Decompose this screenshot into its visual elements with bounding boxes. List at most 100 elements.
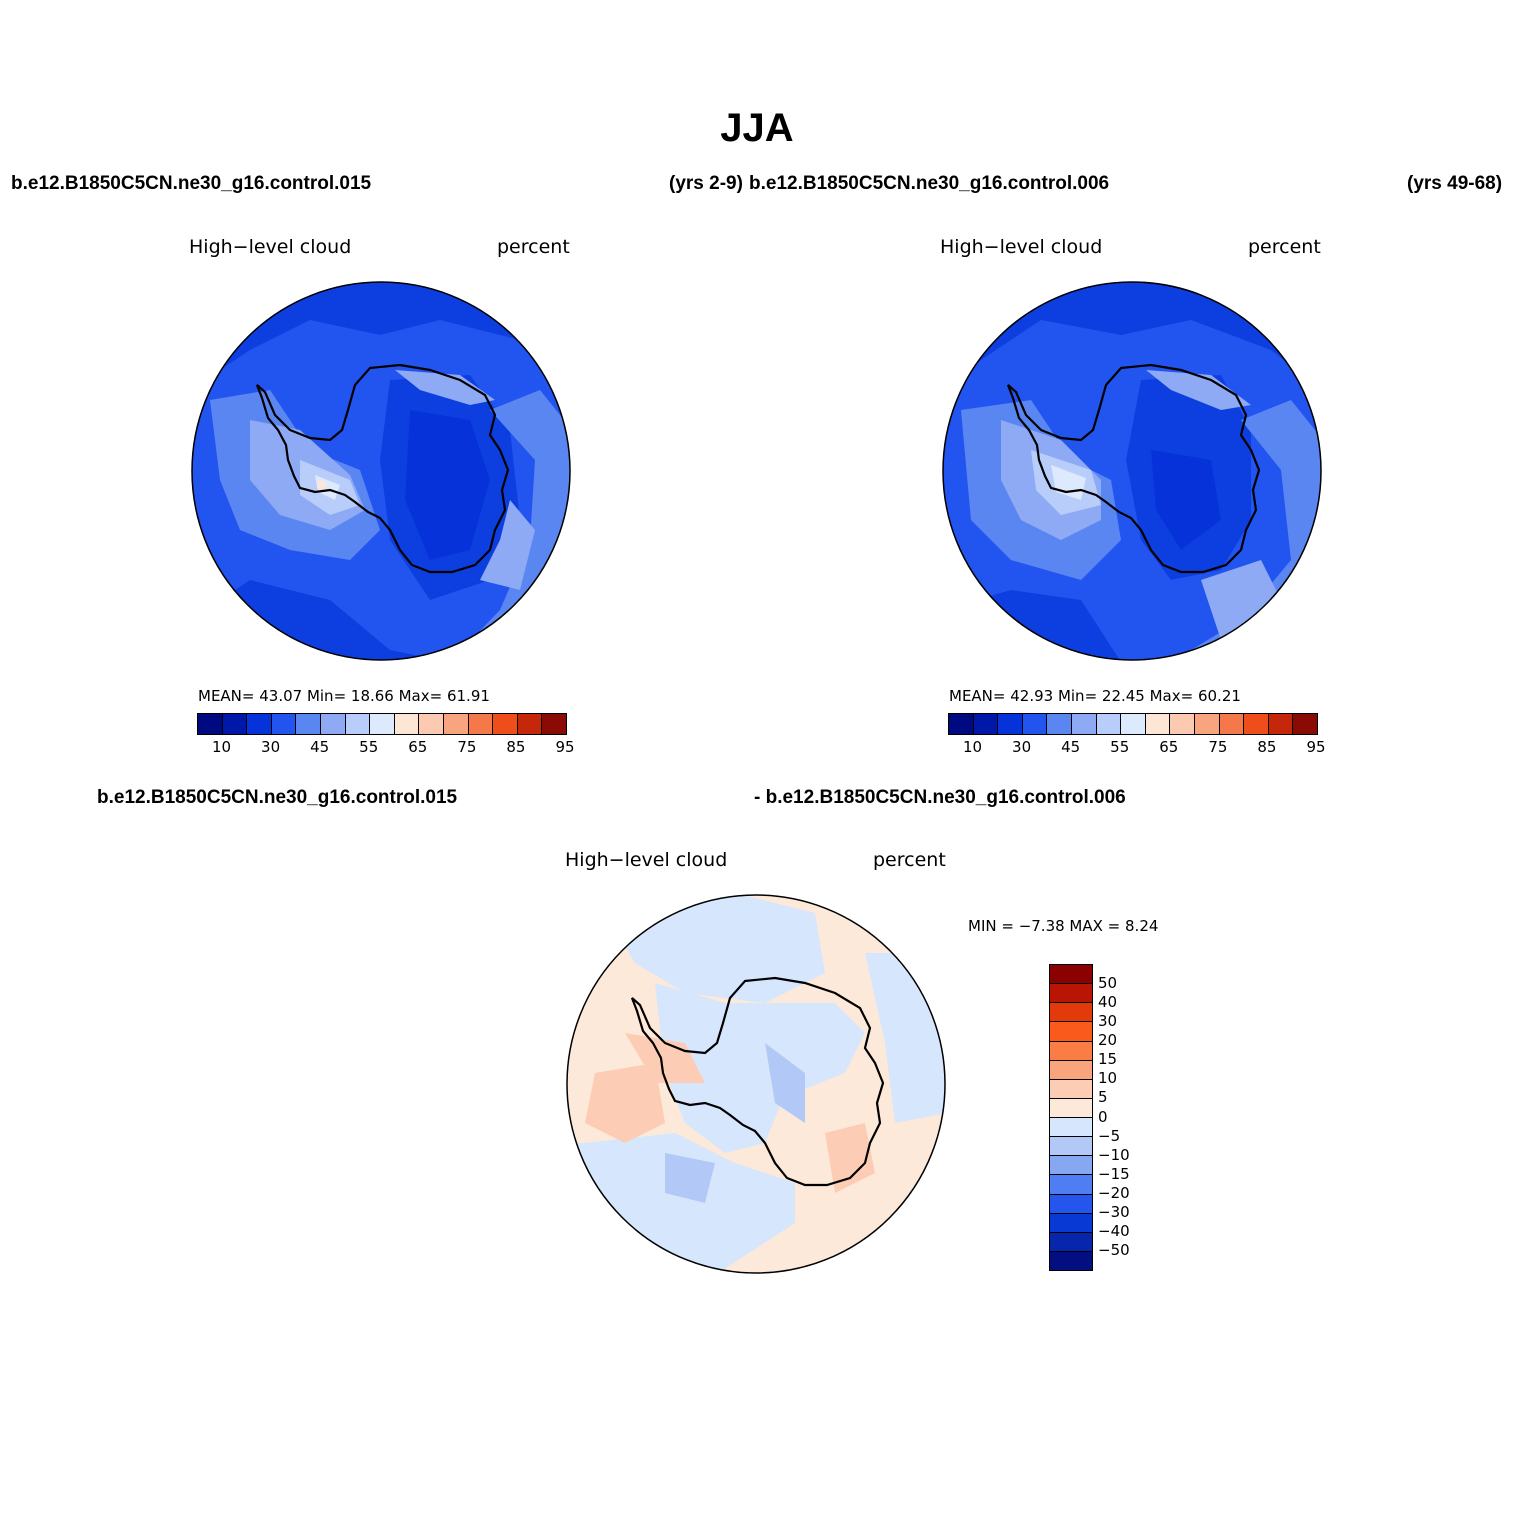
panel3-field-south-mid [665, 1153, 715, 1203]
panel2-field-north [943, 282, 1321, 400]
colorbar-tick-label: 95 [1306, 738, 1326, 756]
panel1-map-border [191, 281, 571, 661]
panel3-field-west-pos [585, 1063, 665, 1143]
colorbar-swatch [1170, 714, 1195, 734]
panel3-minmax: MIN = −7.38 MAX = 8.24 [968, 917, 1159, 935]
colorbar-swatch [1050, 1232, 1092, 1252]
colorbar-swatch [1050, 1098, 1092, 1118]
colorbar-swatch [1244, 714, 1269, 734]
panel3-field-east-neg [725, 1003, 865, 1093]
panel1-field-interior-deep [405, 410, 490, 560]
colorbar-level-label: −10 [1098, 1145, 1130, 1164]
panel3-field-east-pos [825, 1123, 875, 1193]
colorbar-swatch [345, 714, 371, 734]
colorbar-level-label: 30 [1098, 1012, 1118, 1031]
colorbar-tick-label: 95 [555, 738, 575, 756]
panel3-variable: High−level cloud [565, 849, 728, 871]
colorbar-swatch [1050, 1137, 1092, 1157]
colorbar-swatch [1050, 1213, 1092, 1233]
colorbar-swatch [1071, 714, 1097, 734]
colorbar-swatch [443, 714, 469, 734]
colorbar-level-label: 10 [1098, 1069, 1118, 1088]
panel1-stats: MEAN= 43.07 Min= 18.66 Max= 61.91 [198, 687, 490, 705]
colorbar-tick-label: 45 [310, 738, 330, 756]
panel2-field-coast-ridge [1146, 370, 1251, 410]
panel2-antarctica-coastline [1006, 363, 1261, 574]
case-label-diff-left: b.e12.B1850C5CN.ne30_g16.control.015 [97, 787, 458, 808]
colorbar-swatch [1096, 714, 1122, 734]
case-years-top-left: (yrs 2-9) [669, 173, 743, 194]
panel1-variable: High−level cloud [189, 236, 352, 258]
colorbar-tick-label: 10 [211, 738, 232, 756]
panel1-polar-map [191, 281, 571, 661]
panel1-field-east-inner [480, 500, 535, 590]
colorbar-swatch [1022, 714, 1048, 734]
colorbar-swatch [271, 714, 297, 734]
colorbar-level-label: 0 [1098, 1107, 1108, 1126]
colorbar-swatch [468, 714, 494, 734]
panel2-field-east-inner [1201, 560, 1281, 640]
colorbar-tick-label: 30 [1012, 738, 1032, 756]
colorbar-swatch [1268, 714, 1294, 734]
panel3-field-peninsula-pos [625, 1033, 705, 1083]
colorbar-swatch [493, 714, 518, 734]
panel3-field-interior-neg [655, 983, 785, 1153]
colorbar-swatch [1050, 1156, 1092, 1176]
colorbar-swatch [542, 714, 566, 734]
colorbar-level-label: −30 [1098, 1202, 1130, 1221]
colorbar-swatch [1050, 1118, 1092, 1138]
case-years-top-right: (yrs 49-68) [1407, 173, 1503, 194]
colorbar-swatch [1293, 714, 1317, 734]
colorbar-level-label: 15 [1098, 1050, 1118, 1069]
colorbar-tick-label: 55 [1110, 738, 1130, 756]
figure-title: JJA [720, 106, 794, 150]
panel1-field-coast-ridge [395, 370, 495, 405]
colorbar-swatch [222, 714, 248, 734]
colorbar-level-label: 5 [1098, 1088, 1108, 1107]
colorbar-tick-label: 75 [1208, 738, 1228, 756]
panel2-field-interior-deep [1151, 450, 1221, 550]
colorbar-swatch [1194, 714, 1220, 734]
colorbar-swatch [1050, 1022, 1092, 1042]
case-label-diff-right: - b.e12.B1850C5CN.ne30_g16.control.006 [754, 787, 1126, 808]
colorbar-swatch [247, 714, 272, 734]
colorbar-level-label: −20 [1098, 1183, 1130, 1202]
colorbar-swatch [1050, 1251, 1092, 1270]
panel3-units: percent [873, 849, 946, 871]
colorbar-swatch [296, 714, 321, 734]
panel3-map-border [566, 894, 946, 1274]
panel2-map-border [942, 281, 1322, 661]
colorbar-tick-label: 65 [408, 738, 428, 756]
colorbar-swatch [1050, 984, 1092, 1004]
panel2-colorbar [948, 713, 1318, 735]
colorbar-swatch [1050, 1060, 1092, 1080]
colorbar-swatch [1050, 1003, 1092, 1023]
colorbar-level-label: −50 [1098, 1240, 1130, 1259]
panel1-field-peak [317, 480, 326, 490]
case-label-top-right: b.e12.B1850C5CN.ne30_g16.control.006 [749, 173, 1110, 194]
colorbar-swatch [1050, 1175, 1092, 1195]
colorbar-tick-label: 85 [1257, 738, 1277, 756]
colorbar-swatch [320, 714, 346, 734]
panel3-field-interior-mid [765, 1043, 805, 1123]
colorbar-level-label: 50 [1098, 974, 1118, 993]
colorbar-tick-label: 30 [261, 738, 281, 756]
colorbar-swatch [419, 714, 444, 734]
panel2-units: percent [1248, 236, 1321, 258]
colorbar-swatch [998, 714, 1023, 734]
colorbar-swatch [1050, 965, 1092, 985]
panel2-polar-map [942, 281, 1322, 661]
colorbar-tick-label: 75 [457, 738, 477, 756]
colorbar-swatch [517, 714, 543, 734]
colorbar-swatch [1050, 1079, 1092, 1099]
colorbar-level-label: −40 [1098, 1221, 1130, 1240]
colorbar-swatch [198, 714, 223, 734]
colorbar-level-label: 40 [1098, 993, 1118, 1012]
panel2-stats: MEAN= 42.93 Min= 22.45 Max= 60.21 [949, 687, 1241, 705]
colorbar-tick-label: 55 [359, 738, 379, 756]
colorbar-tick-label: 85 [506, 738, 526, 756]
colorbar-swatch [1145, 714, 1171, 734]
colorbar-swatch [370, 714, 395, 734]
panel1-antarctica-coastline [255, 363, 510, 574]
panel3-difference-map [566, 894, 946, 1274]
